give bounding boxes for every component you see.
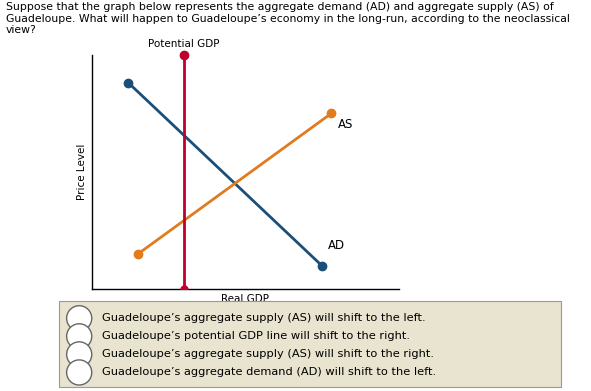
Ellipse shape <box>67 342 92 367</box>
Text: AS: AS <box>337 118 353 131</box>
Ellipse shape <box>67 360 92 385</box>
Text: Guadeloupe’s potential GDP line will shift to the right.: Guadeloupe’s potential GDP line will shi… <box>102 331 410 341</box>
X-axis label: Real GDP: Real GDP <box>221 294 269 303</box>
Text: Guadeloupe’s aggregate demand (AD) will shift to the left.: Guadeloupe’s aggregate demand (AD) will … <box>102 368 436 377</box>
Ellipse shape <box>67 324 92 349</box>
Text: Suppose that the graph below represents the aggregate demand (AD) and aggregate : Suppose that the graph below represents … <box>6 2 554 12</box>
Text: Guadeloupe’s aggregate supply (AS) will shift to the left.: Guadeloupe’s aggregate supply (AS) will … <box>102 313 426 323</box>
Text: view?: view? <box>6 25 37 36</box>
Text: Guadeloupe’s aggregate supply (AS) will shift to the right.: Guadeloupe’s aggregate supply (AS) will … <box>102 350 434 359</box>
Y-axis label: Price Level: Price Level <box>77 144 87 200</box>
Text: AD: AD <box>328 239 345 252</box>
Ellipse shape <box>67 306 92 331</box>
Text: Potential GDP: Potential GDP <box>148 39 219 49</box>
Text: Guadeloupe. What will happen to Guadeloupe’s economy in the long-run, according : Guadeloupe. What will happen to Guadelou… <box>6 14 570 24</box>
FancyBboxPatch shape <box>59 301 561 387</box>
